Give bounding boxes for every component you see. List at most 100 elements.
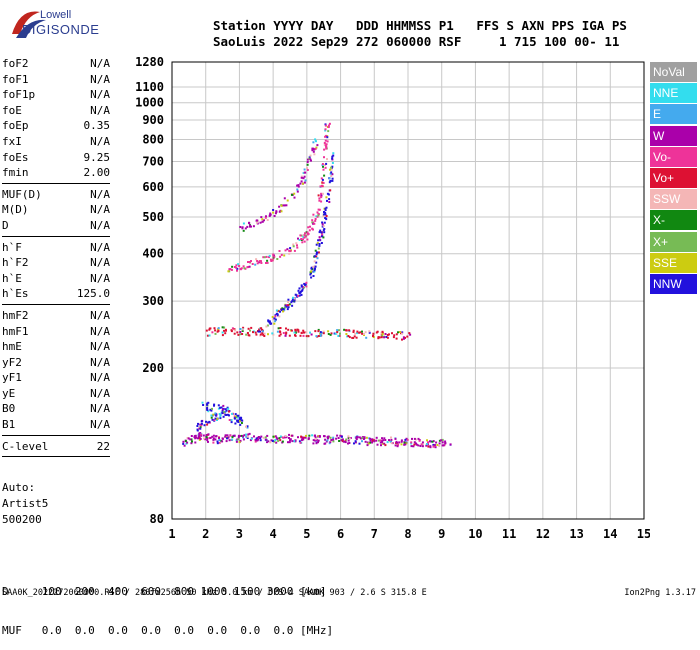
echo-point — [406, 335, 409, 338]
echo-point — [272, 253, 275, 256]
echo-point — [291, 440, 294, 443]
echo-point — [385, 336, 388, 338]
echo-point — [335, 437, 338, 440]
x-tick-label: 2 — [202, 527, 209, 541]
echo-point — [267, 440, 270, 443]
echo-point — [441, 438, 444, 441]
echo-point — [311, 149, 314, 152]
echo-point — [260, 435, 263, 438]
echo-point — [300, 439, 303, 442]
muf-row: MUF 0.0 0.0 0.0 0.0 0.0 0.0 0.0 0.0 [MHz… — [2, 624, 334, 637]
echo-point — [314, 267, 316, 270]
echo-point — [213, 404, 215, 407]
echo-point — [227, 436, 230, 439]
echo-point — [239, 439, 242, 442]
echo-point — [300, 331, 303, 334]
param-value: 22 — [96, 439, 110, 453]
echo-point — [363, 333, 365, 335]
echo-point — [302, 238, 304, 241]
echo-point — [293, 249, 296, 252]
y-tick-label: 1280 — [135, 55, 164, 69]
echo-point — [313, 222, 316, 225]
param-row: foF1p N/A — [2, 87, 110, 103]
echo-point — [345, 333, 348, 335]
echo-point — [421, 445, 424, 448]
echo-point — [403, 443, 406, 446]
echo-point — [214, 332, 217, 335]
param-row: fmin 2.00 — [2, 165, 110, 181]
echo-point — [323, 141, 326, 144]
echo-point — [324, 207, 327, 210]
echo-point — [247, 261, 249, 263]
echo-point — [294, 329, 297, 332]
echo-point — [296, 244, 298, 247]
echo-point — [317, 251, 320, 254]
echo-point — [390, 438, 393, 441]
echo-point — [382, 439, 385, 442]
echo-point — [250, 225, 252, 228]
echo-point — [299, 441, 302, 444]
echo-point — [266, 219, 269, 221]
echo-point — [364, 440, 367, 443]
echo-point — [302, 334, 305, 337]
echo-point — [315, 215, 318, 218]
echo-point — [313, 270, 316, 273]
echo-point — [359, 331, 362, 334]
echo-point — [288, 252, 291, 255]
echo-point — [277, 327, 280, 330]
echo-point — [323, 156, 325, 159]
echo-point — [234, 413, 237, 416]
param-row: h`E N/A — [2, 271, 110, 287]
echo-point — [259, 437, 262, 439]
echo-point — [297, 185, 300, 188]
echo-point — [322, 332, 325, 335]
echo-point — [306, 167, 308, 170]
x-tick-label: 6 — [337, 527, 344, 541]
echo-point — [432, 440, 435, 443]
echo-point — [390, 440, 392, 443]
echo-point — [261, 332, 264, 335]
echo-point — [240, 267, 243, 270]
echo-point — [336, 329, 339, 332]
echo-point — [348, 437, 351, 440]
echo-point — [305, 434, 307, 437]
echo-point — [318, 199, 321, 202]
echo-point — [315, 251, 318, 254]
echo-point — [315, 442, 318, 445]
echo-point — [332, 440, 335, 443]
echo-point — [206, 409, 209, 411]
param-value: N/A — [90, 72, 110, 86]
echo-point — [326, 436, 329, 439]
echo-point — [206, 334, 209, 337]
echo-point — [274, 315, 277, 318]
echo-point — [377, 439, 380, 442]
echo-point — [246, 426, 249, 429]
echo-point — [208, 327, 211, 330]
echo-point — [314, 147, 317, 150]
echo-point — [329, 179, 332, 182]
legend-item: NNW — [650, 273, 697, 294]
echo-point — [390, 442, 393, 445]
echo-point — [233, 332, 236, 335]
echo-point — [366, 444, 369, 447]
echo-point — [312, 228, 314, 231]
echo-point — [197, 437, 199, 440]
echo-point — [384, 444, 387, 447]
echo-point — [316, 242, 319, 245]
echo-point — [331, 157, 334, 160]
echo-point — [380, 444, 382, 447]
echo-point — [302, 177, 305, 180]
echo-point — [323, 174, 326, 177]
echo-point — [284, 435, 287, 438]
echo-point — [348, 329, 351, 332]
echo-point — [361, 437, 364, 440]
echo-point — [301, 289, 304, 292]
echo-point — [269, 213, 272, 216]
echo-point — [250, 260, 252, 262]
echo-point — [265, 262, 267, 264]
echo-point — [246, 425, 249, 428]
echo-point — [304, 232, 307, 235]
echo-point — [314, 218, 317, 220]
param-row: yF2 N/A — [2, 355, 110, 371]
echo-point — [336, 434, 339, 437]
